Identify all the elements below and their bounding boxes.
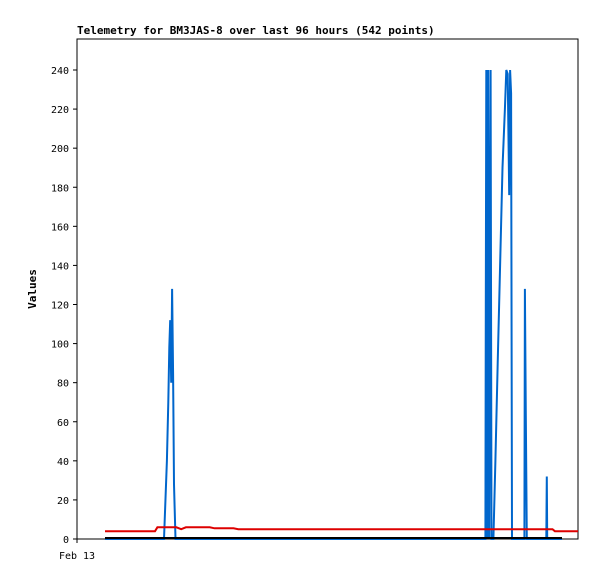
y-tick-label: 80 (57, 379, 69, 390)
y-tick-label: 140 (51, 261, 69, 272)
y-tick-label: 160 (51, 222, 69, 233)
y-tick-label: 220 (51, 105, 69, 116)
y-axis-ticks: 0 20 40 60 80 100 120 140 160 180 200 220 240 (51, 66, 77, 546)
x-tick-label: Feb 13 (59, 551, 95, 562)
y-tick-label: 40 (57, 457, 69, 468)
y-tick-label: 240 (51, 66, 69, 77)
series-line-1 (105, 526, 578, 533)
y-tick-label: 60 (57, 418, 69, 429)
x-axis-ticks: Feb 13 (59, 539, 95, 562)
y-tick-label: 200 (51, 144, 69, 155)
plot-area (76, 38, 579, 540)
y-tick-label: 180 (51, 183, 69, 194)
chart-title: Telemetry for BM3JAS-8 over last 96 hour… (77, 24, 435, 37)
y-tick-label: 0 (63, 535, 69, 546)
y-tick-label: 100 (51, 340, 69, 351)
y-tick-label: 20 (57, 496, 69, 507)
y-axis-label: Values (26, 269, 39, 309)
y-tick-label: 120 (51, 301, 69, 312)
